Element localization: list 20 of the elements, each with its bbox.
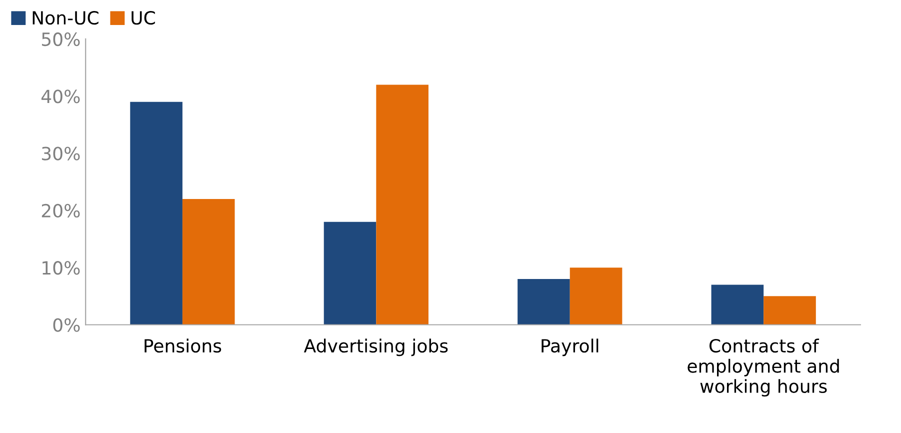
y-tick-label: 50% [42,32,80,46]
bar [376,84,428,325]
bar [711,284,764,325]
y-tick-label: 10% [42,261,80,275]
x-tick-label: Pensions [144,338,222,353]
x-tick-label: Payroll [542,338,598,356]
bar [130,102,182,325]
legend-label: UC [132,10,155,25]
bar [518,279,570,325]
y-tick-label: 0% [53,318,80,332]
bar [324,222,376,325]
bar [764,296,816,325]
y-tick-label: 30% [42,146,80,160]
x-tick-label: Contracts of employment and working hours [688,338,839,397]
y-tick-label: 20% [42,204,80,218]
legend-label: Non-UC [32,10,98,25]
x-tick-label: Advertising jobs [304,338,448,356]
bar [570,268,622,325]
bar [182,199,235,325]
y-tick-label: 40% [41,90,80,104]
